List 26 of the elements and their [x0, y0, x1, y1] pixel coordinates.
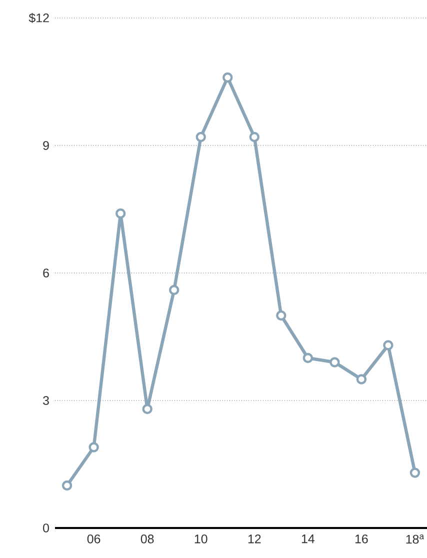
y-tick-label: 6 — [43, 268, 49, 278]
point — [88, 442, 99, 452]
point — [410, 468, 420, 478]
point — [62, 480, 72, 491]
x-tick-label: 12 — [248, 534, 261, 544]
point — [356, 374, 367, 384]
point — [330, 357, 340, 368]
x-tick-label: 08 — [140, 534, 154, 544]
x-tick-label: 14 — [302, 534, 314, 544]
point — [222, 72, 233, 83]
x-tick-label: 16 — [355, 534, 368, 544]
y-tick-label: 3 — [43, 396, 49, 405]
point — [196, 132, 206, 142]
x-tick-label: 10 — [194, 534, 208, 544]
point — [168, 284, 180, 296]
y-tick-label: 0 — [43, 524, 49, 532]
point — [302, 352, 314, 364]
x-tick-label: 18$^{a}$ — [406, 534, 424, 544]
point — [276, 310, 286, 321]
point — [249, 132, 260, 142]
x-tick-label: 06 — [87, 534, 100, 544]
point — [115, 208, 126, 219]
y-tick-label: 9 — [43, 141, 49, 150]
point — [142, 404, 152, 414]
point — [383, 340, 394, 350]
y-tick-label: $12 — [28, 12, 49, 24]
